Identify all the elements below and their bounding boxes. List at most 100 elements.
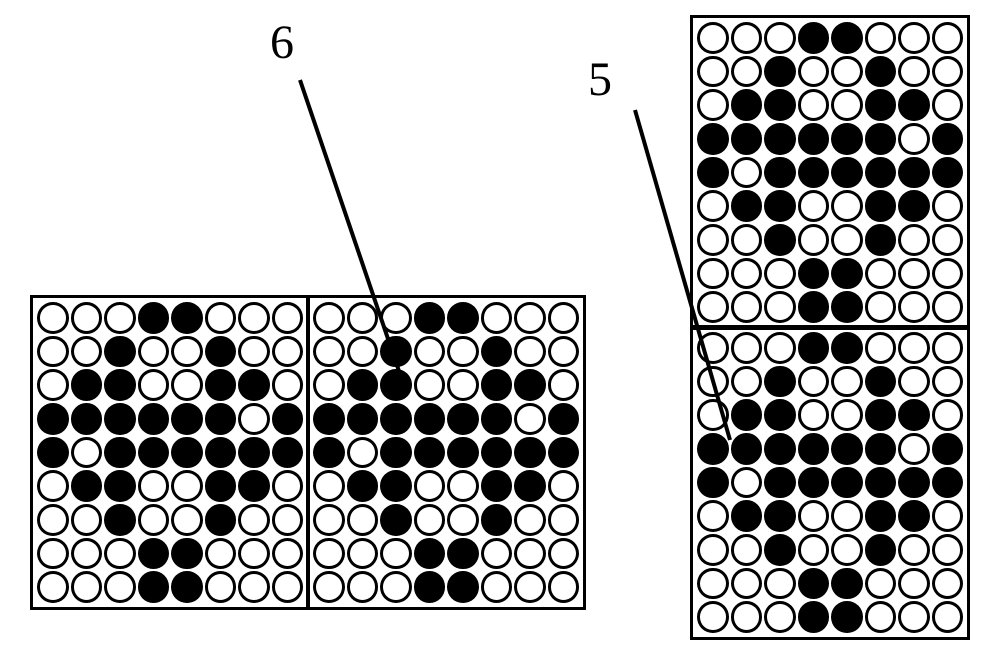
dot-filled: [481, 336, 513, 368]
dot-filled: [313, 403, 345, 435]
dot-open: [481, 571, 513, 603]
dot-filled: [71, 369, 103, 401]
dot-open: [865, 601, 897, 633]
dot-open: [731, 534, 763, 566]
dot-filled: [138, 538, 170, 570]
dot-open: [898, 332, 930, 364]
dot-filled: [898, 157, 930, 189]
dot-filled: [831, 332, 863, 364]
dot-filled: [798, 291, 830, 323]
dot-open: [104, 571, 136, 603]
dot-open: [347, 336, 379, 368]
dot-open: [347, 571, 379, 603]
dot-filled: [238, 470, 270, 502]
dot-open: [731, 22, 763, 54]
dot-open: [71, 302, 103, 334]
dot-open: [697, 190, 729, 222]
dot-filled: [764, 467, 796, 499]
dot-open: [481, 538, 513, 570]
dot-filled: [238, 369, 270, 401]
dot-open: [71, 437, 103, 469]
dot-open: [697, 399, 729, 431]
dot-open: [104, 538, 136, 570]
dot-open: [697, 568, 729, 600]
dot-open: [447, 336, 479, 368]
dot-filled: [865, 123, 897, 155]
dot-open: [205, 571, 237, 603]
dot-filled: [798, 601, 830, 633]
grid-panel-D: [690, 325, 970, 640]
dot-open: [347, 538, 379, 570]
dot-open: [831, 224, 863, 256]
dot-open: [731, 258, 763, 290]
dot-open: [37, 571, 69, 603]
dot-open: [238, 538, 270, 570]
dot-filled: [831, 433, 863, 465]
dot-filled: [764, 500, 796, 532]
dot-open: [37, 302, 69, 334]
dot-open: [764, 22, 796, 54]
dot-filled: [481, 437, 513, 469]
dot-open: [238, 571, 270, 603]
dot-open: [171, 504, 203, 536]
dot-open: [697, 56, 729, 88]
dot-open: [697, 291, 729, 323]
dot-open: [380, 538, 412, 570]
dot-filled: [898, 190, 930, 222]
dot-filled: [865, 467, 897, 499]
dot-open: [697, 89, 729, 121]
dot-open: [798, 500, 830, 532]
dot-filled: [272, 403, 304, 435]
dot-open: [898, 56, 930, 88]
dot-filled: [447, 437, 479, 469]
dot-open: [313, 538, 345, 570]
dot-filled: [865, 89, 897, 121]
dot-open: [865, 568, 897, 600]
dot-open: [272, 369, 304, 401]
dot-open: [697, 366, 729, 398]
dot-filled: [171, 571, 203, 603]
dot-open: [272, 336, 304, 368]
dot-open: [548, 504, 580, 536]
dot-open: [313, 470, 345, 502]
dot-filled: [104, 470, 136, 502]
dot-filled: [932, 123, 964, 155]
dot-open: [831, 190, 863, 222]
dot-filled: [414, 302, 446, 334]
dot-filled: [798, 22, 830, 54]
dot-open: [798, 224, 830, 256]
dot-open: [764, 568, 796, 600]
dot-filled: [898, 467, 930, 499]
dot-filled: [205, 437, 237, 469]
dot-open: [731, 291, 763, 323]
dot-filled: [205, 504, 237, 536]
dot-filled: [764, 433, 796, 465]
dot-open: [313, 571, 345, 603]
dot-filled: [313, 437, 345, 469]
dot-filled: [697, 433, 729, 465]
dot-open: [313, 369, 345, 401]
dot-open: [764, 291, 796, 323]
dot-open: [932, 332, 964, 364]
dot-open: [798, 56, 830, 88]
dot-open: [548, 336, 580, 368]
dot-filled: [380, 336, 412, 368]
dot-filled: [831, 258, 863, 290]
dot-open: [831, 89, 863, 121]
dot-open: [548, 302, 580, 334]
dot-open: [347, 302, 379, 334]
dot-filled: [548, 403, 580, 435]
dot-open: [898, 291, 930, 323]
dot-filled: [380, 470, 412, 502]
dot-filled: [731, 399, 763, 431]
dot-filled: [380, 437, 412, 469]
dot-open: [104, 302, 136, 334]
dot-open: [932, 601, 964, 633]
dot-open: [731, 467, 763, 499]
dot-filled: [514, 470, 546, 502]
dot-filled: [71, 470, 103, 502]
dot-open: [865, 258, 897, 290]
dot-filled: [447, 571, 479, 603]
dot-open: [272, 302, 304, 334]
dot-filled: [764, 366, 796, 398]
